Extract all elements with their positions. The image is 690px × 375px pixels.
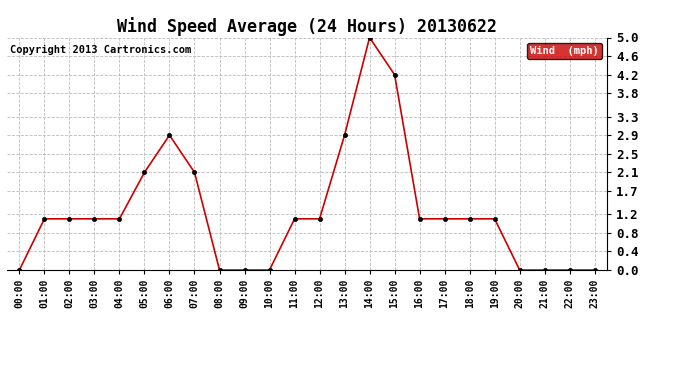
Title: Wind Speed Average (24 Hours) 20130622: Wind Speed Average (24 Hours) 20130622 <box>117 17 497 36</box>
Text: Copyright 2013 Cartronics.com: Copyright 2013 Cartronics.com <box>10 45 191 54</box>
Legend: Wind  (mph): Wind (mph) <box>527 43 602 59</box>
